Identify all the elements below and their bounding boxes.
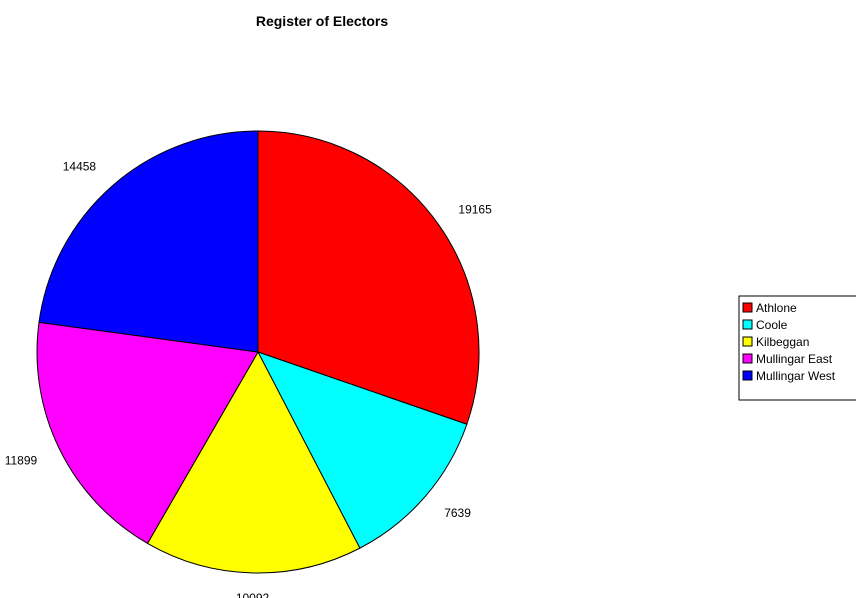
legend-label-mullingar-east: Mullingar East — [756, 352, 833, 366]
legend-label-kilbeggan: Kilbeggan — [756, 335, 809, 349]
legend-swatch-coole — [743, 320, 752, 329]
pie-slices — [37, 131, 479, 573]
data-label-athlone: 19165 — [458, 202, 492, 216]
data-label-mullingar-east: 11899 — [5, 453, 38, 467]
legend-label-mullingar-west: Mullingar West — [756, 369, 836, 383]
legend-swatch-mullingar-west — [743, 371, 752, 380]
legend-label-athlone: Athlone — [756, 301, 797, 315]
legend-swatch-mullingar-east — [743, 354, 752, 363]
legend-label-coole: Coole — [756, 318, 788, 332]
data-label-mullingar-west: 14458 — [63, 160, 97, 174]
data-label-kilbeggan: 10092 — [236, 591, 270, 598]
chart-title: Register of Electors — [256, 13, 388, 29]
legend-swatch-kilbeggan — [743, 337, 752, 346]
legend: Athlone Coole Kilbeggan Mullingar East Mulli… — [739, 296, 856, 400]
legend-swatch-athlone — [743, 303, 752, 312]
data-label-coole: 7639 — [444, 506, 471, 520]
